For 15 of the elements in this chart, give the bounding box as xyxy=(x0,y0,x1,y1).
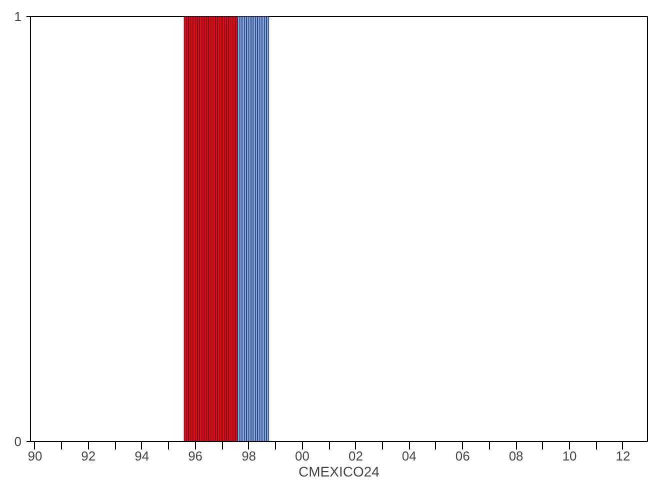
x-tick-label: 06 xyxy=(455,448,470,464)
y-tick-label: 0 xyxy=(14,434,22,449)
x-tick-label: 94 xyxy=(134,448,150,464)
x-tick-label: 00 xyxy=(294,448,310,464)
x-tick-label: 02 xyxy=(348,448,363,464)
y-tick-label: 1 xyxy=(14,9,22,24)
x-tick-label: 90 xyxy=(28,448,42,464)
x-tick-label: 10 xyxy=(562,448,577,464)
x-tick-label: 08 xyxy=(508,448,524,464)
x-tick-label: 96 xyxy=(188,448,203,464)
x-tick-label: 98 xyxy=(242,448,256,464)
x-tick-label: 92 xyxy=(81,448,96,464)
x-tick-label: 04 xyxy=(402,448,416,464)
x-tick-label: 12 xyxy=(616,448,630,464)
x-axis-title: CMEXICO24 xyxy=(298,464,380,480)
